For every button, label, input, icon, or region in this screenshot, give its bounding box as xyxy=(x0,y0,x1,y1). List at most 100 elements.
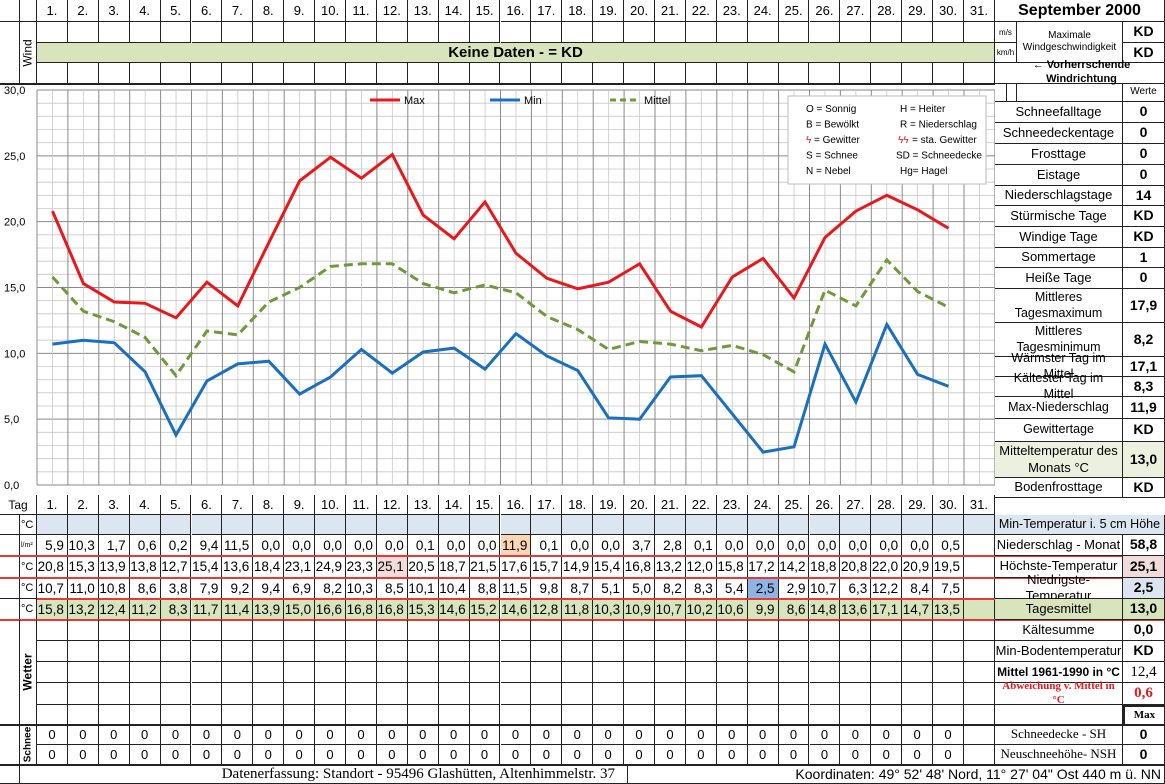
weather-cell[interactable] xyxy=(593,641,625,662)
wind-cell[interactable] xyxy=(747,22,779,43)
data-cell[interactable]: 11,9 xyxy=(500,535,532,556)
data-cell[interactable]: 11,7 xyxy=(191,599,223,620)
wind-direction-cell[interactable] xyxy=(160,63,192,84)
data-cell[interactable]: 15,0 xyxy=(284,599,316,620)
data-cell[interactable]: 0,0 xyxy=(315,535,346,556)
wind-direction-cell[interactable] xyxy=(933,63,964,84)
weather-cell[interactable] xyxy=(438,705,470,725)
weather-cell[interactable] xyxy=(407,620,439,641)
data-cell[interactable]: 11,4 xyxy=(222,599,254,620)
wind-cell[interactable] xyxy=(284,22,316,43)
snow-sh-cell[interactable]: 0 xyxy=(67,725,99,745)
data-cell[interactable]: 0,0 xyxy=(871,535,903,556)
data-cell[interactable]: 10,1 xyxy=(407,578,439,599)
snow-nsh-cell[interactable]: 0 xyxy=(407,745,439,765)
wind-direction-cell[interactable] xyxy=(562,63,594,84)
snow-nsh-cell[interactable]: 0 xyxy=(840,745,872,765)
weather-cell[interactable] xyxy=(747,705,779,725)
data-cell[interactable] xyxy=(98,515,130,535)
weather-cell[interactable] xyxy=(809,662,841,683)
snow-sh-cell[interactable]: 0 xyxy=(346,725,377,745)
data-cell[interactable]: 15,2 xyxy=(469,599,501,620)
data-cell[interactable]: 0,1 xyxy=(685,535,717,556)
snow-sh-cell[interactable]: 0 xyxy=(778,725,810,745)
weather-cell[interactable] xyxy=(902,705,934,725)
wind-direction-cell[interactable] xyxy=(222,63,254,84)
weather-cell[interactable] xyxy=(716,683,748,705)
data-cell[interactable]: 12,7 xyxy=(160,556,192,578)
weather-cell[interactable] xyxy=(315,662,346,683)
weather-cell[interactable] xyxy=(624,683,655,705)
data-cell[interactable]: 0,0 xyxy=(593,535,625,556)
data-cell[interactable]: 17,1 xyxy=(871,599,903,620)
weather-cell[interactable] xyxy=(593,683,625,705)
data-cell[interactable] xyxy=(253,515,285,535)
snow-nsh-cell[interactable]: 0 xyxy=(716,745,748,765)
data-cell[interactable]: 0,0 xyxy=(438,535,470,556)
snow-nsh-cell[interactable]: 0 xyxy=(593,745,625,765)
data-cell[interactable] xyxy=(964,556,995,578)
data-cell[interactable]: 20,8 xyxy=(37,556,68,578)
weather-cell[interactable] xyxy=(469,662,501,683)
wind-direction-cell[interactable] xyxy=(253,63,285,84)
data-cell[interactable]: 10,3 xyxy=(593,599,625,620)
wind-cell[interactable] xyxy=(67,22,99,43)
data-cell[interactable]: 15,4 xyxy=(593,556,625,578)
snow-sh-cell[interactable]: 0 xyxy=(655,725,686,745)
data-cell[interactable]: 13,6 xyxy=(222,556,254,578)
data-cell[interactable]: 2,8 xyxy=(655,535,686,556)
wind-cell[interactable] xyxy=(809,22,841,43)
weather-cell[interactable] xyxy=(407,641,439,662)
weather-cell[interactable] xyxy=(778,641,810,662)
wind-direction-cell[interactable] xyxy=(98,63,130,84)
data-cell[interactable]: 10,7 xyxy=(37,578,68,599)
wind-cell[interactable] xyxy=(315,22,346,43)
weather-cell[interactable] xyxy=(964,662,995,683)
data-cell[interactable]: 8,3 xyxy=(160,599,192,620)
data-cell[interactable]: 24,9 xyxy=(315,556,346,578)
snow-nsh-cell[interactable]: 0 xyxy=(160,745,192,765)
snow-sh-cell[interactable]: 0 xyxy=(407,725,439,745)
weather-cell[interactable] xyxy=(67,641,99,662)
snow-sh-cell[interactable]: 0 xyxy=(191,725,223,745)
weather-cell[interactable] xyxy=(253,662,285,683)
snow-sh-cell[interactable]: 0 xyxy=(98,725,130,745)
weather-cell[interactable] xyxy=(840,641,872,662)
data-cell[interactable]: 13,2 xyxy=(67,599,99,620)
weather-cell[interactable] xyxy=(98,683,130,705)
weather-cell[interactable] xyxy=(37,641,68,662)
wind-cell[interactable] xyxy=(222,22,254,43)
weather-cell[interactable] xyxy=(902,620,934,641)
weather-cell[interactable] xyxy=(469,705,501,725)
wind-direction-cell[interactable] xyxy=(500,63,532,84)
weather-cell[interactable] xyxy=(531,662,563,683)
data-cell[interactable]: 8,4 xyxy=(902,578,934,599)
snow-nsh-cell[interactable]: 0 xyxy=(469,745,501,765)
data-cell[interactable]: 5,0 xyxy=(624,578,655,599)
wind-cell[interactable] xyxy=(500,22,532,43)
weather-cell[interactable] xyxy=(160,620,192,641)
wind-direction-cell[interactable] xyxy=(346,63,377,84)
data-cell[interactable] xyxy=(469,515,501,535)
snow-nsh-cell[interactable]: 0 xyxy=(315,745,346,765)
weather-cell[interactable] xyxy=(624,620,655,641)
data-cell[interactable]: 0,1 xyxy=(531,535,563,556)
snow-sh-cell[interactable]: 0 xyxy=(129,725,161,745)
weather-cell[interactable] xyxy=(716,641,748,662)
weather-cell[interactable] xyxy=(191,683,223,705)
data-cell[interactable]: 9,8 xyxy=(531,578,563,599)
snow-nsh-cell[interactable]: 0 xyxy=(191,745,223,765)
snow-nsh-cell[interactable]: 0 xyxy=(778,745,810,765)
snow-sh-cell[interactable]: 0 xyxy=(160,725,192,745)
wind-cell[interactable] xyxy=(346,22,377,43)
snow-nsh-cell[interactable]: 0 xyxy=(376,745,408,765)
snow-nsh-cell[interactable]: 0 xyxy=(871,745,903,765)
weather-cell[interactable] xyxy=(933,620,964,641)
data-cell[interactable]: 0,0 xyxy=(747,535,779,556)
snow-sh-cell[interactable]: 0 xyxy=(222,725,254,745)
wind-direction-cell[interactable] xyxy=(284,63,316,84)
data-cell[interactable]: 18,4 xyxy=(253,556,285,578)
snow-nsh-cell[interactable]: 0 xyxy=(37,745,68,765)
data-cell[interactable]: 0,0 xyxy=(346,535,377,556)
wind-cell[interactable] xyxy=(840,22,872,43)
